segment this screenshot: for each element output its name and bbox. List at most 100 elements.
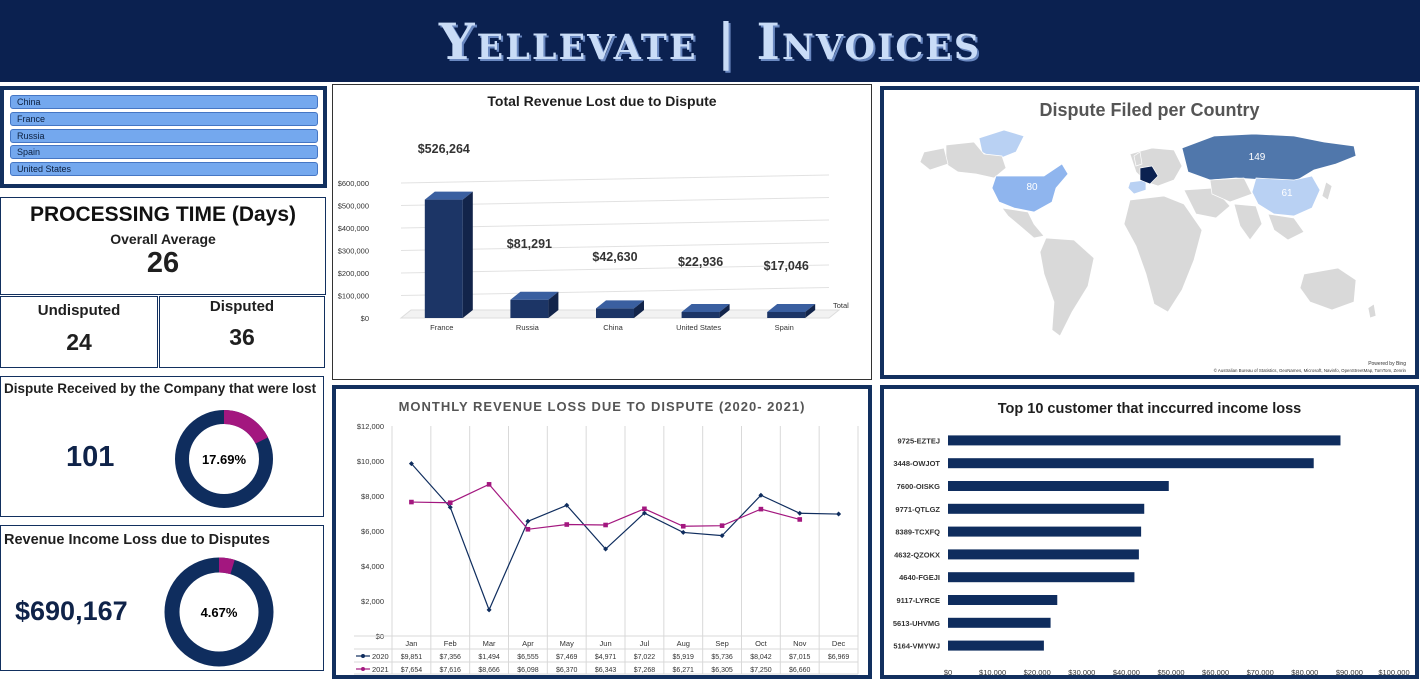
- bar-8389-tcxfq[interactable]: [948, 526, 1142, 537]
- data-point[interactable]: [486, 607, 492, 613]
- bar-top-face: [510, 291, 559, 300]
- disputes-lost-card: Dispute Received by the Company that wer…: [0, 376, 324, 517]
- data-point[interactable]: [641, 510, 647, 516]
- slicer-item-spain[interactable]: Spain: [10, 145, 318, 160]
- dispute-map-card: Dispute Filed per Country: [880, 86, 1419, 379]
- bar-9117-lyrce[interactable]: [948, 595, 1058, 605]
- bar-spain[interactable]: [767, 312, 806, 318]
- spain-shape[interactable]: [1127, 179, 1147, 195]
- processing-time-card: PROCESSING TIME (Days) Overall Average 2…: [0, 197, 326, 295]
- x-tick-label: $90,000: [1336, 668, 1363, 675]
- data-point[interactable]: [719, 533, 725, 539]
- data-point[interactable]: [486, 482, 492, 487]
- revenue-lost-chart: Total Revenue Lost due to Dispute $600,0…: [332, 84, 872, 380]
- data-point[interactable]: [719, 523, 725, 528]
- y-tick-label: 9117-LYRCE: [897, 596, 941, 605]
- bar-5164-vmywj[interactable]: [948, 640, 1044, 651]
- table-cell: $6,098: [517, 667, 539, 674]
- southeast-asia-shape: [1267, 213, 1305, 241]
- data-point[interactable]: [797, 510, 803, 516]
- data-point[interactable]: [447, 500, 453, 506]
- revenue-chart-title: Total Revenue Lost due to Dispute: [487, 93, 717, 109]
- data-point[interactable]: [680, 529, 686, 535]
- bar-united-states[interactable]: [681, 312, 720, 318]
- bar-7600-oiskg[interactable]: [948, 481, 1169, 491]
- data-point[interactable]: [447, 504, 453, 510]
- data-point[interactable]: [680, 523, 686, 529]
- bar-5613-uhvmg[interactable]: [948, 617, 1051, 628]
- data-point[interactable]: [409, 499, 414, 505]
- bar-side-face: [634, 300, 644, 318]
- slicer-item-russia[interactable]: Russia: [10, 128, 318, 143]
- table-cell: $5,919: [673, 654, 695, 661]
- bar-4640-fgeji[interactable]: [948, 572, 1135, 583]
- legend-label: 2020: [372, 652, 389, 661]
- data-point[interactable]: [408, 461, 414, 467]
- table-cell: $7,469: [556, 654, 578, 661]
- x-tick-label: $50,000: [1157, 668, 1184, 675]
- data-point[interactable]: [564, 522, 570, 527]
- table-cell: $6,305: [711, 667, 733, 674]
- x-tick-label: China: [603, 323, 623, 332]
- china-shape[interactable]: [1251, 175, 1321, 217]
- table-cell: $9,851: [401, 654, 423, 661]
- slicer-item-france[interactable]: France: [10, 111, 318, 126]
- x-tick-label: Feb: [444, 639, 457, 648]
- slicer-item-united-states[interactable]: United States: [10, 162, 318, 177]
- data-point[interactable]: [525, 518, 531, 524]
- table-cell: $7,356: [440, 654, 462, 661]
- data-point[interactable]: [603, 522, 608, 528]
- table-cell: $6,555: [517, 654, 539, 661]
- data-point[interactable]: [642, 506, 647, 512]
- bar-9725-eztej[interactable]: [948, 435, 1341, 446]
- usa-count: 80: [1026, 182, 1038, 193]
- usa-shape[interactable]: [991, 163, 1069, 213]
- monthly-loss-chart: MONTHLY REVENUE LOSS DUE TO DISPUTE (202…: [332, 385, 872, 679]
- bar-russia[interactable]: [510, 299, 549, 318]
- slicer-item-china[interactable]: China: [10, 95, 318, 109]
- new-zealand-shape: [1367, 303, 1377, 319]
- disputed-card: Disputed 36: [159, 296, 325, 368]
- customers-chart-plot: $0 $10,000 $20,000 $30,000 $40,000 $50,000 $60…: [893, 435, 1410, 675]
- bar-value-label: $42,630: [592, 250, 637, 264]
- table-cell: $6,343: [595, 667, 617, 674]
- x-tick-label: Dec: [832, 639, 846, 648]
- table-cell: $5,736: [711, 654, 733, 661]
- bar-top-face: [681, 304, 730, 312]
- y-tick-label: $400,000: [338, 224, 369, 233]
- china-count: 61: [1281, 188, 1293, 199]
- bar-side-face: [462, 191, 473, 318]
- world-map[interactable]: 149 80 61 Powered by Bing © Australian B…: [884, 90, 1415, 375]
- revenue-loss-value: $690,167: [15, 596, 128, 626]
- y-tick-label: $500,000: [338, 202, 369, 211]
- y-tick-label: $600,000: [338, 179, 369, 188]
- russia-shape[interactable]: [1181, 133, 1357, 183]
- bar-value-label: $17,046: [764, 259, 809, 273]
- undisputed-value: 24: [66, 329, 92, 355]
- data-point[interactable]: [758, 492, 764, 498]
- x-tick-label: $100,000: [1378, 668, 1409, 675]
- customers-chart-title: Top 10 customer that inccurred income lo…: [997, 401, 1302, 417]
- y-tick-label: 3448-OWJOT: [893, 459, 940, 468]
- data-point[interactable]: [603, 546, 609, 552]
- france-shape[interactable]: [1139, 165, 1159, 185]
- bar-3448-owjot[interactable]: [948, 458, 1314, 469]
- bar-value-label: $22,936: [678, 255, 723, 269]
- data-point[interactable]: [758, 506, 764, 512]
- data-point[interactable]: [564, 502, 570, 508]
- data-point[interactable]: [797, 517, 803, 522]
- data-point[interactable]: [836, 511, 842, 517]
- data-point[interactable]: [525, 526, 531, 532]
- table-cell: $4,971: [595, 654, 617, 661]
- revenue-loss-donut: 4.67%: [164, 557, 274, 667]
- disputed-value: 36: [229, 324, 255, 350]
- russia-count: 149: [1249, 152, 1266, 163]
- table-cell: $7,654: [401, 667, 423, 674]
- table-cell: $7,616: [440, 667, 462, 674]
- bar-9771-qtlgz[interactable]: [948, 503, 1145, 514]
- bar-4632-qzokx[interactable]: [948, 549, 1139, 560]
- legend-marker: [361, 667, 365, 671]
- bar-france[interactable]: [424, 199, 463, 318]
- bar-china[interactable]: [596, 308, 634, 318]
- bar-side-face: [719, 304, 730, 318]
